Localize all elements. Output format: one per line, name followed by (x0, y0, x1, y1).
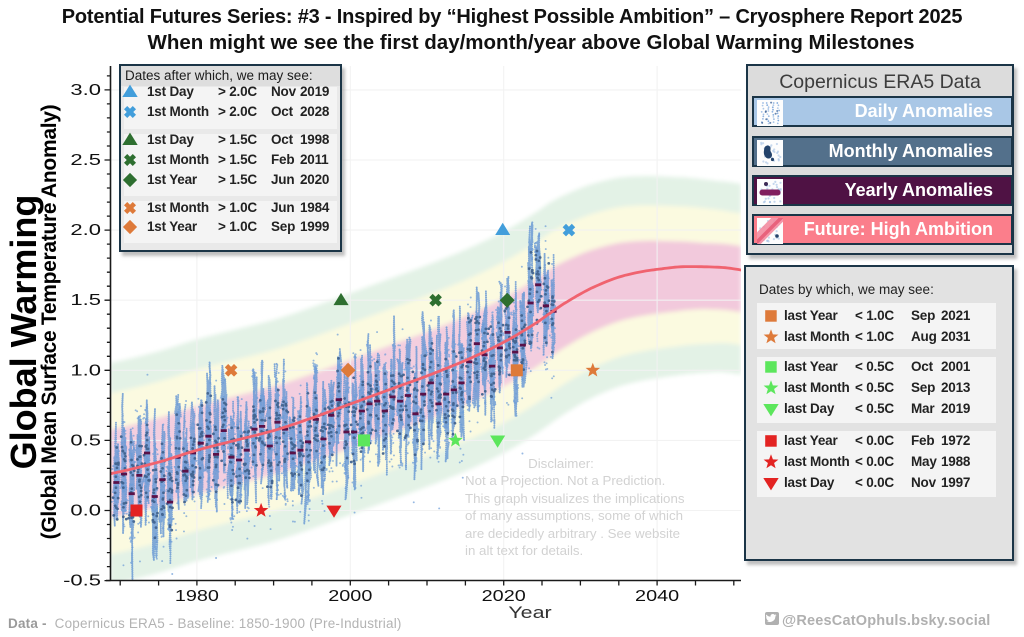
svg-text:2040: 2040 (635, 587, 679, 604)
svg-text:2.5: 2.5 (70, 152, 101, 169)
svg-text:1980: 1980 (175, 587, 219, 604)
svg-text:2.0: 2.0 (70, 222, 101, 239)
svg-text:Year: Year (508, 604, 552, 622)
svg-text:3.0: 3.0 (70, 82, 101, 99)
svg-text:-0.5: -0.5 (63, 573, 101, 590)
svg-text:2020: 2020 (482, 587, 526, 604)
svg-text:0.5: 0.5 (70, 432, 101, 449)
svg-text:1.5: 1.5 (70, 292, 101, 309)
svg-text:0.0: 0.0 (70, 502, 101, 519)
svg-text:2000: 2000 (328, 587, 372, 604)
svg-text:1.0: 1.0 (70, 362, 101, 379)
